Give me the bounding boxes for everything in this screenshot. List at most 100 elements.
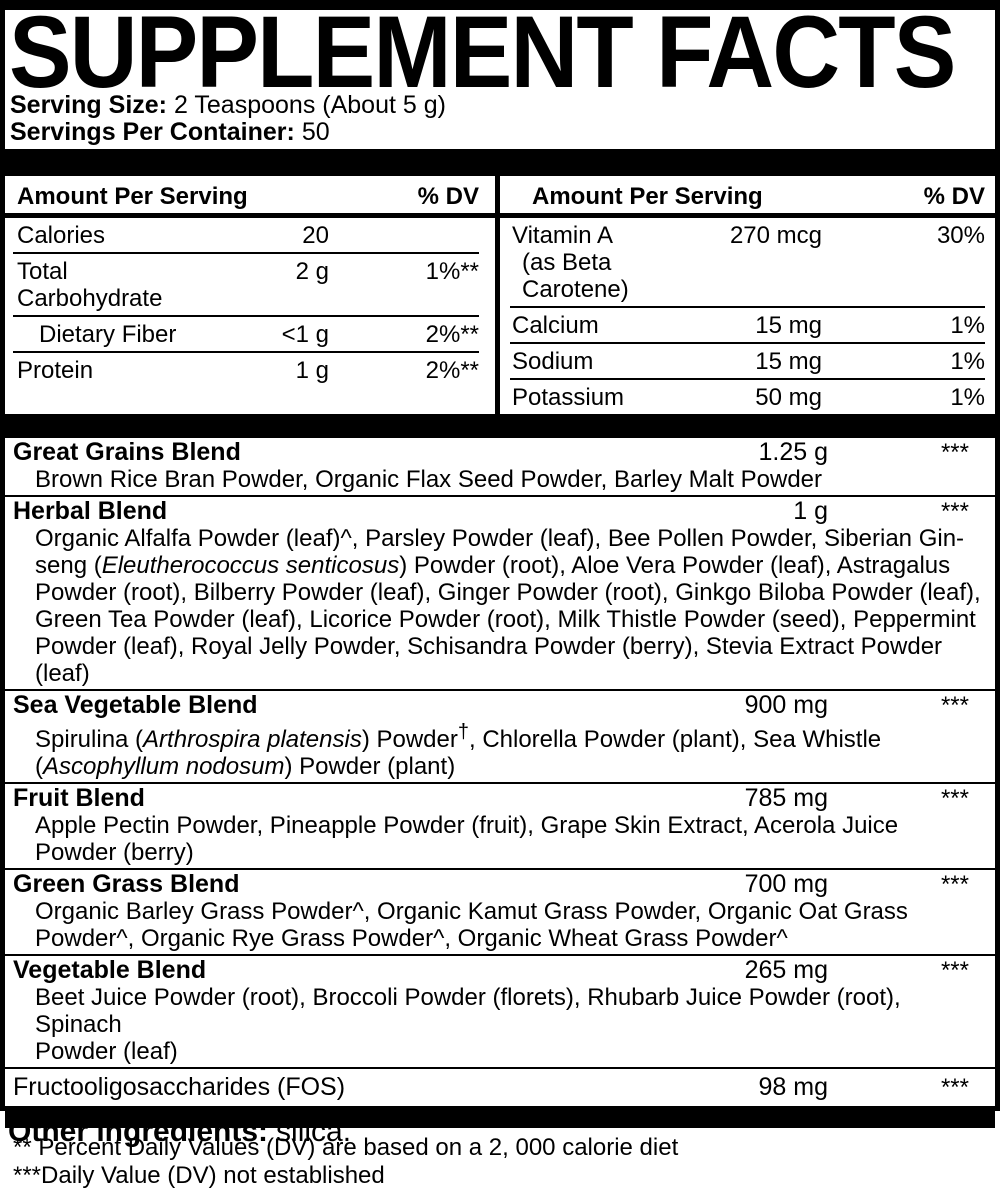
blend-name: Fructooligosaccharides (FOS) [13,1073,346,1101]
blend-ingredients-line: Organic Barley Grass Powder^, Organic Ka… [35,898,908,925]
percent-dv-header: % DV [923,183,985,210]
nutrient-dv: 1%** [425,258,479,285]
servings-per-container-value: 50 [301,118,330,146]
blend-ingredients-line: Powder (leaf) [35,1038,178,1065]
blend-header: Great Grains Blend 1.25 g *** [5,438,995,467]
nutrient-name: Calcium [512,312,599,339]
blend-ingredients: Apple Pectin Powder, Pineapple Powder (f… [5,812,995,866]
servings-per-container-label: Servings Per Container: [10,118,295,146]
nutrient-name: Vitamin A (as Beta Carotene) [512,222,672,303]
servings-per-container-line: Servings Per Container: 50 [10,119,995,146]
blend-row-sea-vegetable: Sea Vegetable Blend 900 mg *** Spirulina… [5,689,995,782]
nutrient-dv: 2%** [425,321,479,348]
percent-dv-header: % DV [417,183,479,210]
blend-ingredients: Brown Rice Bran Powder, Organic Flax See… [5,466,995,493]
nutrient-name: Total Carbohydrate [17,258,163,312]
column-header-right: Amount Per Serving % DV [500,182,995,211]
footnote-not-established: ***Daily Value (DV) not established [13,1162,385,1189]
header-rule-left [5,213,495,218]
blend-ingredients-line: Powder (berry) [35,839,194,866]
blend-ingredients-line: Green Tea Powder (leaf), Licorice Powder… [35,606,976,633]
other-ingredients-label: Other ingredients: [8,1115,269,1148]
nutrient-amount: 15 mg [755,312,822,339]
nutrient-dv: 1% [950,312,985,339]
blend-row-vegetable: Vegetable Blend 265 mg *** Beet Juice Po… [5,954,995,1067]
divider-bar-thick-top [5,149,995,176]
blend-row-herbal: Herbal Blend 1 g *** Organic Alfalfa Pow… [5,495,995,689]
blend-dv: *** [940,1074,969,1101]
nutrient-dv: 30% [936,222,985,249]
other-ingredients-line: Other ingredients: silica. [8,1117,1000,1147]
column-header-left: Amount Per Serving % DV [5,182,495,211]
nutrient-amount: 270 mcg [729,222,822,249]
blend-ingredients-line: Powder^, Organic Rye Grass Powder^, Orga… [35,925,788,952]
blend-name: Sea Vegetable Blend [13,691,258,719]
nutrient-amount: 2 g [295,258,329,285]
amount-per-serving-header: Amount Per Serving [532,183,763,210]
blend-header: Fruit Blend 785 mg *** [5,784,995,813]
nutrient-dv: 1% [950,348,985,375]
nutrient-row-sodium: Sodium 15 mg 1% [510,344,985,380]
blend-row-fos: Fructooligosaccharides (FOS) 98 mg *** [5,1067,995,1107]
blend-row-fruit: Fruit Blend 785 mg *** Apple Pectin Powd… [5,782,995,868]
divider-bar-thick-middle [5,414,995,438]
blend-ingredients-line: Brown Rice Bran Powder, Organic Flax See… [35,466,823,493]
blend-dv: *** [940,871,969,898]
blend-header: Fructooligosaccharides (FOS) 98 mg *** [5,1073,995,1102]
nutrient-dv: 1% [950,384,985,411]
nutrient-name: Sodium [512,348,594,375]
blend-amount: 1.25 g [758,438,828,466]
amount-per-serving-header: Amount Per Serving [17,183,248,210]
blend-header: Sea Vegetable Blend 900 mg *** [5,691,995,720]
serving-size-line: Serving Size: 2 Teaspoons (About 5 g) [10,92,995,119]
blend-ingredients-line: Powder (root), Bilberry Powder (leaf), G… [35,579,981,606]
blend-amount: 98 mg [758,1073,828,1101]
nutrient-row-calories: Calories 20 [13,218,479,254]
nutrient-amount: 1 g [295,357,329,384]
column-divider [495,176,500,414]
nutrient-amount: <1 g [281,321,329,348]
blend-amount: 265 mg [744,956,828,984]
nutrient-name: Calories [17,222,106,249]
blend-amount: 785 mg [744,784,828,812]
nutrient-dv: 2%** [425,357,479,384]
blend-ingredients: Beet Juice Powder (root), Broccoli Powde… [5,984,995,1065]
nutrient-row-dietary-fiber: Dietary Fiber <1 g 2%** [13,317,479,353]
blend-name: Herbal Blend [13,497,168,525]
blend-name: Great Grains Blend [13,438,241,466]
panel-title: SUPPLEMENT FACTS [9,0,956,109]
blend-ingredients: Organic Barley Grass Powder^, Organic Ka… [5,898,995,952]
blend-ingredients-line: Apple Pectin Powder, Pineapple Powder (f… [35,812,899,839]
blend-amount: 700 mg [744,870,828,898]
nutrient-amount: 50 mg [755,384,822,411]
nutrient-row-protein: Protein 1 g 2%** [13,353,479,387]
divider-bar-thick-bottom [5,1107,995,1128]
blend-row-green-grass: Green Grass Blend 700 mg *** Organic Bar… [5,868,995,954]
blend-name: Green Grass Blend [13,870,240,898]
panel-title-wrap: SUPPLEMENT FACTS [5,0,995,109]
blend-amount: 1 g [793,497,828,525]
blend-row-great-grains: Great Grains Blend 1.25 g *** Brown Rice… [5,438,995,495]
nutrient-row-potassium: Potassium 50 mg 1% [510,380,985,414]
blend-name: Vegetable Blend [13,956,207,984]
blend-dv: *** [940,957,969,984]
nutrient-row-total-carbohydrate: Total Carbohydrate 2 g 1%** [13,254,479,317]
blend-ingredients-line: Organic Alfalfa Powder (leaf)^, Parsley … [35,525,965,552]
header-rule-right [500,213,995,218]
blend-dv: *** [940,692,969,719]
blend-dv: *** [940,785,969,812]
blend-amount: 900 mg [744,691,828,719]
serving-size-value: 2 Teaspoons (About 5 g) [174,91,446,119]
nutrient-columns: Amount Per Serving % DV Calories 20 Tota… [5,176,995,414]
blend-ingredients-line: (Ascophyllum nodosum) Powder (plant) [35,753,456,780]
other-ingredients-value: silica. [276,1115,352,1148]
blend-ingredients-line: Spirulina (Arthrospira platensis) Powder… [35,721,882,753]
nutrient-column-right: Amount Per Serving % DV Vitamin A (as Be… [500,176,995,414]
blend-dv: *** [940,498,969,525]
blend-ingredients-line: seng (Eleutherococcus senticosus) Powder… [35,552,951,579]
nutrient-name: Protein [17,357,94,384]
blend-ingredients: Spirulina (Arthrospira platensis) Powder… [5,719,995,780]
nutrient-column-left: Amount Per Serving % DV Calories 20 Tota… [5,176,495,414]
nutrient-amount: 20 [302,222,329,249]
